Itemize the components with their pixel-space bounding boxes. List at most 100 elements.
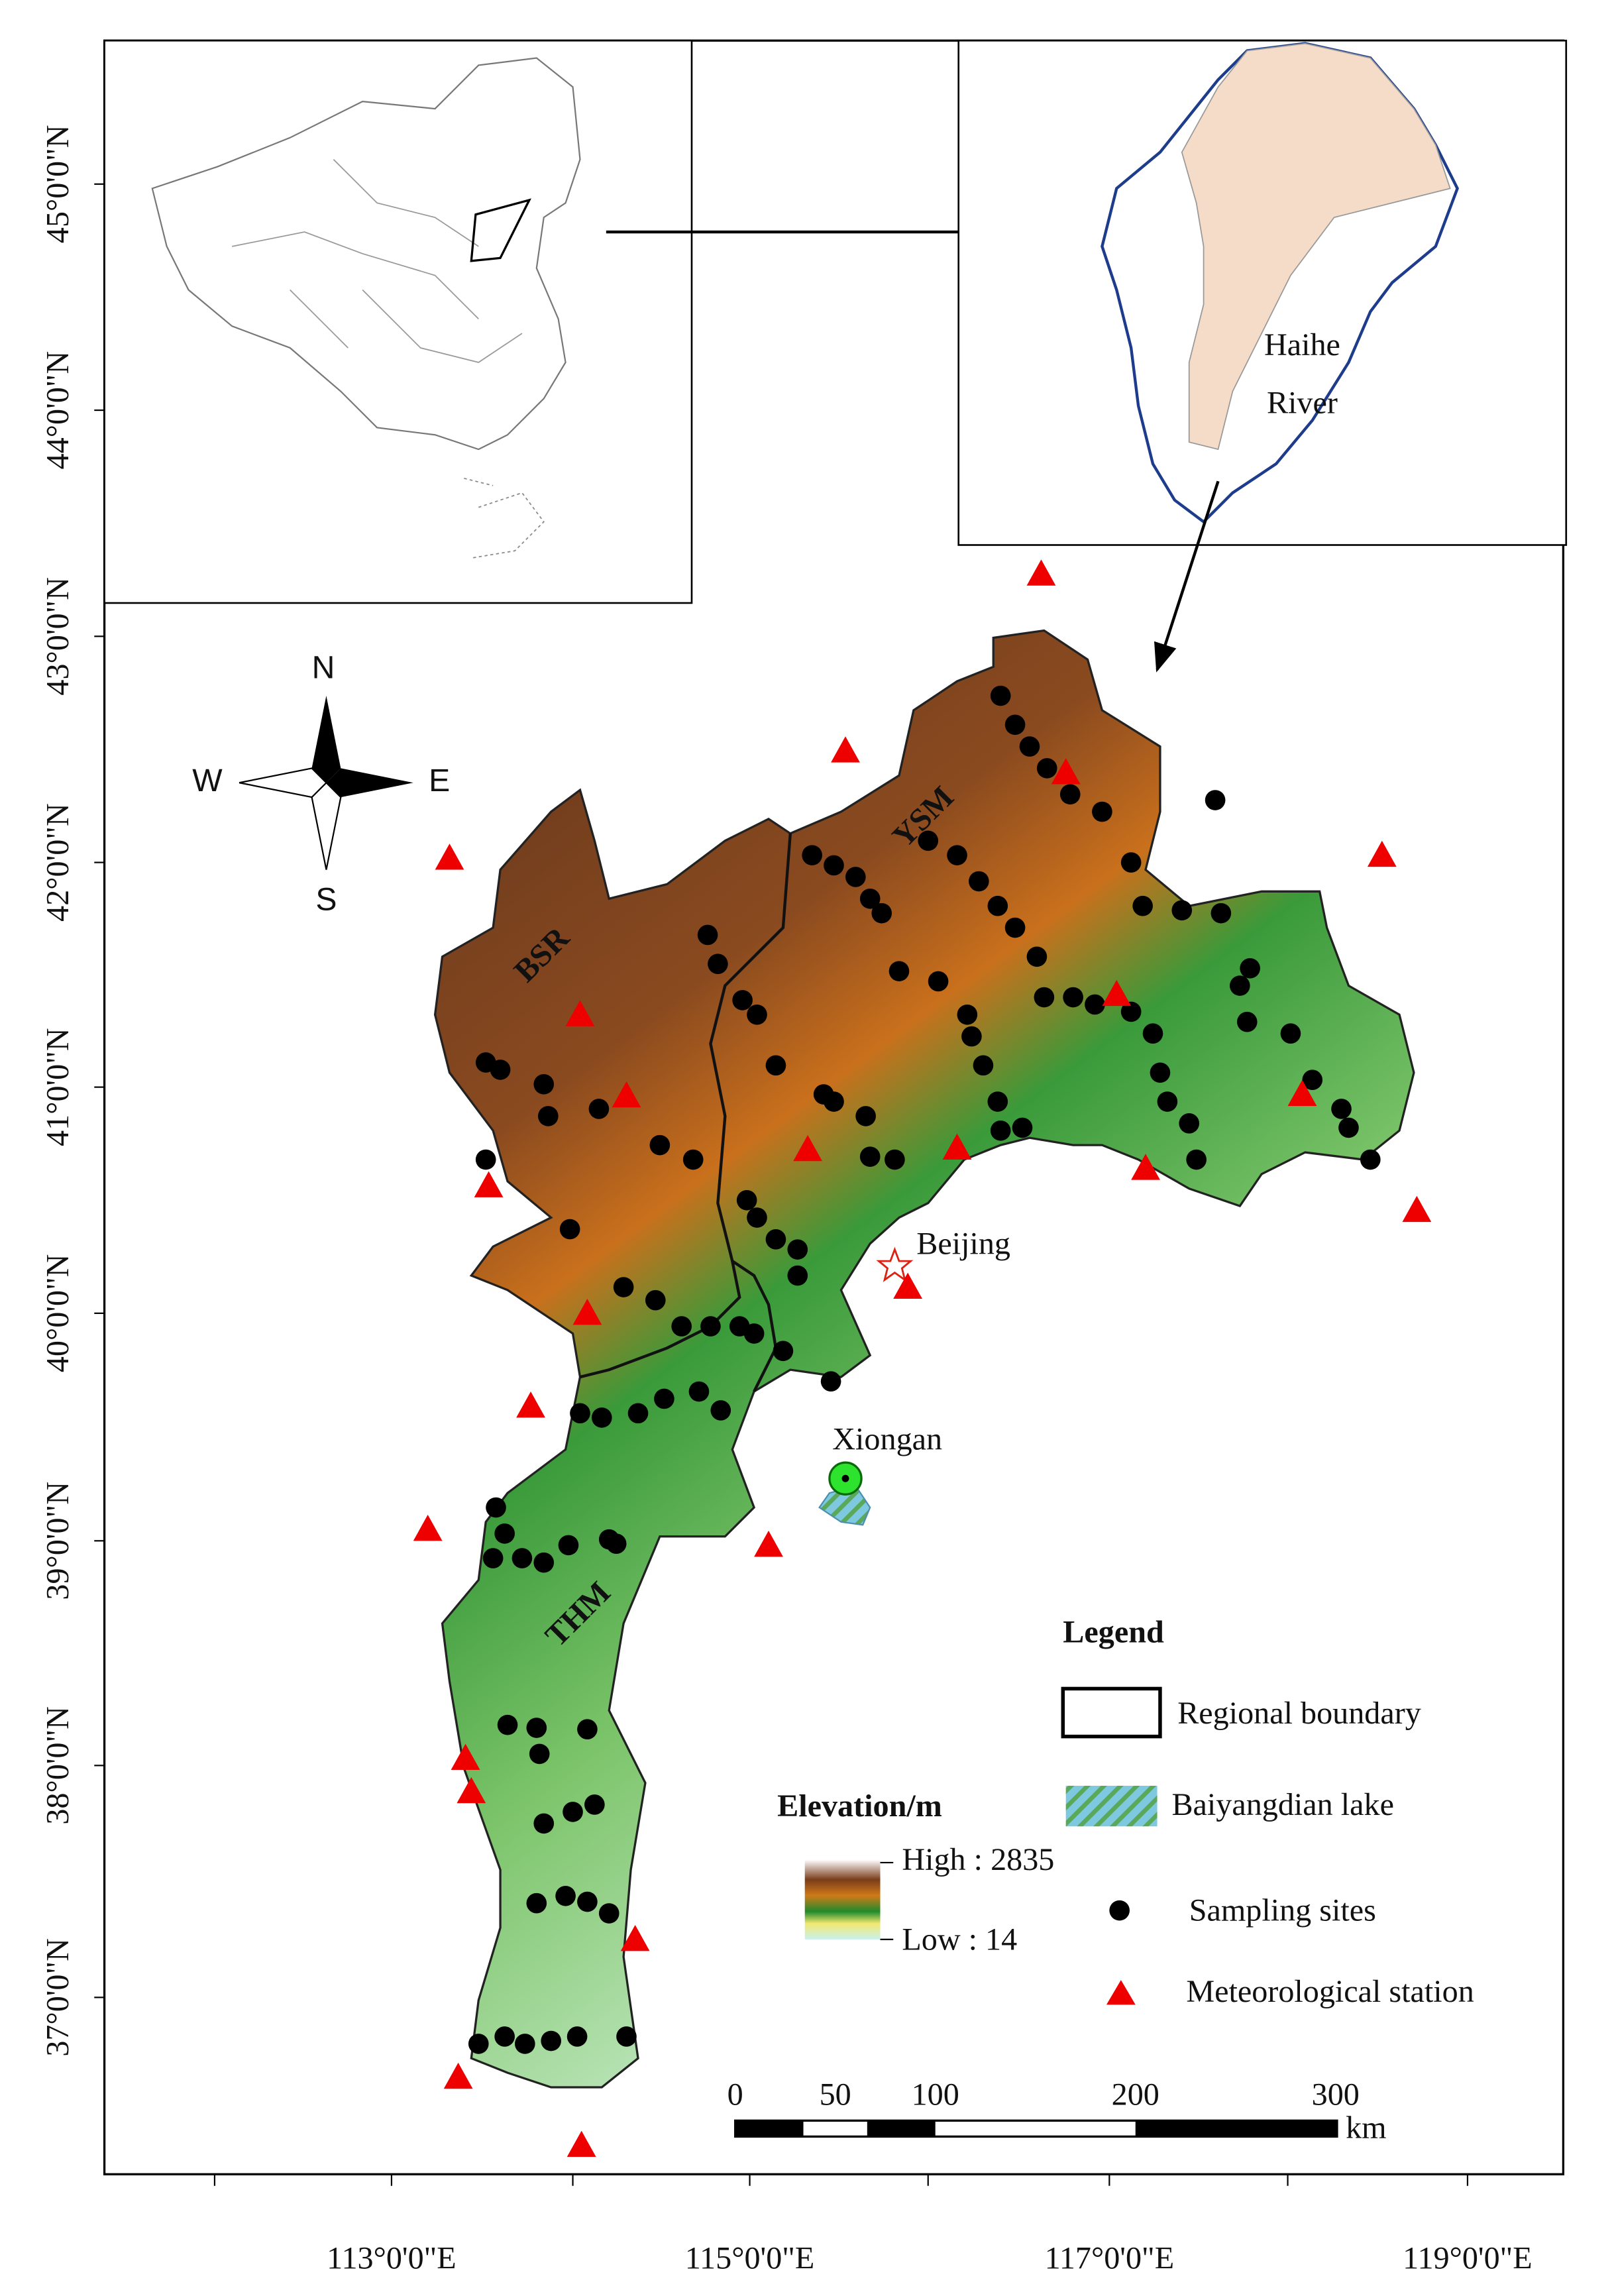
sampling-site	[566, 2026, 588, 2047]
scale-label: 200	[1112, 2077, 1159, 2112]
sampling-site	[475, 1149, 496, 1170]
scale-unit: km	[1346, 2110, 1387, 2146]
sampling-site	[820, 1371, 841, 1392]
latitude-label: 39°0'0"N	[40, 1482, 76, 1600]
compass-s: S	[315, 881, 337, 917]
sampling-site	[1092, 801, 1112, 822]
meteorological-station	[893, 1272, 922, 1299]
meteorological-station	[942, 1133, 972, 1160]
latitude-label: 40°0'0"N	[40, 1254, 76, 1373]
latitude-label: 45°0'0"N	[40, 125, 76, 244]
legend-title: Legend	[1063, 1615, 1164, 1650]
meteorological-station	[1102, 979, 1132, 1007]
sampling-site	[1085, 994, 1105, 1015]
sampling-site	[606, 1533, 627, 1554]
sampling-site	[558, 1535, 579, 1556]
meteorological-station	[457, 1777, 486, 1804]
sampling-site	[918, 830, 939, 851]
sampling-site	[1360, 1149, 1381, 1170]
regional-boundary	[731, 1260, 778, 1392]
compass	[239, 696, 413, 870]
sampling-site	[1036, 758, 1057, 779]
latitude-label: 41°0'0"N	[40, 1028, 76, 1146]
sampling-site	[1059, 784, 1081, 805]
elevation-title: Elevation/m	[777, 1788, 942, 1824]
scale-label: 100	[912, 2077, 959, 2112]
legend-item: Regional boundary	[1177, 1696, 1421, 1731]
sampling-site	[688, 1381, 710, 1402]
legend-lake-swatch	[1065, 1786, 1157, 1827]
sampling-site	[990, 685, 1011, 706]
meteorological-station	[1402, 1195, 1432, 1223]
sampling-site	[787, 1265, 808, 1286]
sampling-site	[1063, 987, 1083, 1008]
meteorological-station	[1051, 758, 1081, 785]
sampling-site	[802, 845, 822, 865]
sampling-site	[1034, 987, 1055, 1008]
sampling-site	[1171, 900, 1193, 921]
sampling-site	[570, 1403, 590, 1424]
meteorological-station	[831, 736, 860, 763]
sampling-site	[855, 1106, 876, 1126]
compass-arm	[311, 696, 341, 783]
sampling-site	[1280, 1023, 1301, 1044]
compass-n: N	[312, 649, 335, 685]
study-area-inset	[1181, 42, 1451, 451]
sampling-site	[1210, 902, 1232, 924]
scale-bar-segment	[867, 2120, 936, 2137]
sampling-site	[747, 1004, 767, 1025]
sampling-site	[529, 1743, 550, 1765]
sampling-site	[987, 1091, 1008, 1112]
longitude-label: 117°0'0"E	[1045, 2241, 1175, 2276]
meteorological-station	[566, 2130, 596, 2157]
china-outline	[151, 57, 581, 451]
sampling-site	[743, 1323, 765, 1344]
scale-label: 300	[1312, 2077, 1360, 2112]
meteorological-station	[572, 1299, 602, 1325]
sampling-site	[1186, 1149, 1207, 1170]
latitude-label: 37°0'0"N	[40, 1938, 76, 2057]
sampling-site	[708, 954, 728, 974]
sampling-site	[538, 1106, 559, 1126]
sampling-site	[1205, 790, 1226, 810]
province-lines	[232, 159, 523, 363]
sampling-site	[859, 888, 881, 909]
sampling-site	[526, 1892, 547, 1914]
sampling-site	[645, 1289, 666, 1311]
city-label: Xiongan	[832, 1422, 942, 1457]
sampling-site	[541, 2030, 562, 2051]
meteorological-station	[612, 1081, 641, 1108]
sampling-site	[1120, 1001, 1142, 1022]
meteorological-station	[565, 1000, 595, 1026]
regional-boundary	[579, 833, 792, 1379]
scale-bar-segment	[1135, 2120, 1337, 2137]
sampling-site	[928, 971, 949, 992]
elevation-high: High : 2835	[902, 1842, 1054, 1877]
sampling-site	[824, 855, 844, 876]
sampling-site	[1302, 1069, 1323, 1090]
xiongan-marker-center	[841, 1474, 849, 1482]
sampling-site	[671, 1316, 692, 1337]
sampling-site	[697, 924, 718, 946]
longitude-label: 115°0'0"E	[685, 2241, 815, 2276]
meteorological-station	[1367, 840, 1397, 867]
meteorological-station	[1026, 559, 1056, 586]
sampling-site	[616, 2026, 637, 2047]
inset-label: Haihe	[1264, 327, 1340, 362]
sampling-site	[533, 1813, 555, 1834]
meteorological-station	[620, 1925, 650, 1951]
compass-e: E	[429, 763, 450, 798]
sampling-site	[947, 845, 967, 865]
compass-w: W	[192, 763, 223, 798]
sampling-site	[555, 1885, 576, 1906]
sampling-site	[497, 1714, 518, 1735]
legend-site-swatch	[1109, 1900, 1130, 1921]
sampling-site	[649, 1134, 671, 1156]
elevation-low: Low : 14	[902, 1922, 1017, 1957]
legend-item: Meteorological station	[1186, 1974, 1474, 2009]
scale-bar	[734, 2119, 1338, 2138]
meteorological-station	[1287, 1079, 1317, 1107]
arrow	[1154, 480, 1220, 673]
